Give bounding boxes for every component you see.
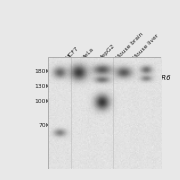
Text: MCF7: MCF7 (65, 46, 80, 61)
Text: HepG2: HepG2 (98, 43, 116, 61)
Text: Mouse liver: Mouse liver (132, 33, 160, 61)
Text: 100KD: 100KD (35, 99, 55, 104)
Text: Mouse brain: Mouse brain (115, 32, 144, 61)
Text: 130KD: 130KD (35, 84, 55, 89)
Text: 70KD: 70KD (38, 123, 55, 128)
Text: WDR6: WDR6 (149, 75, 171, 81)
Text: HeLa: HeLa (80, 47, 94, 61)
Text: 180KD: 180KD (35, 69, 55, 74)
